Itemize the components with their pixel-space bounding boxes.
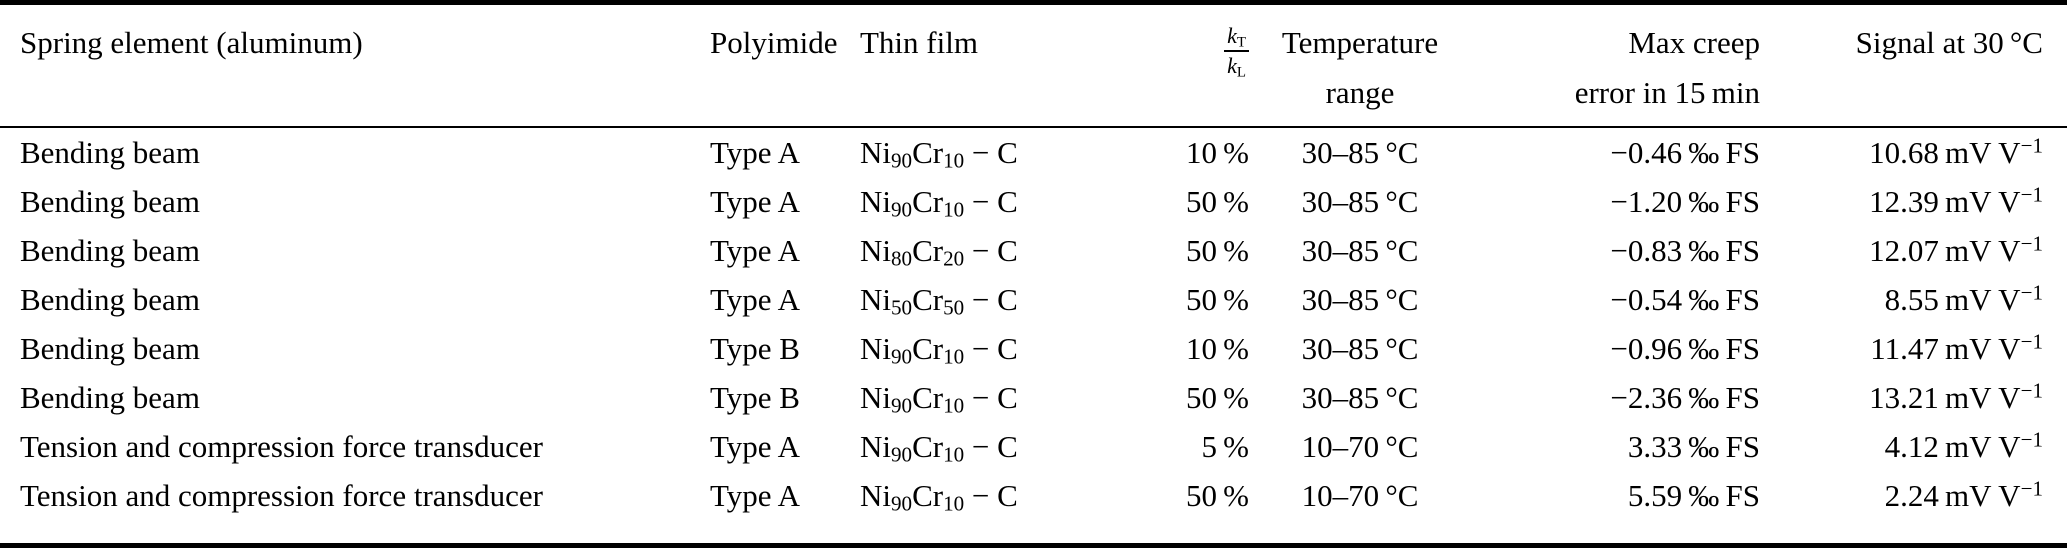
cell-max-creep-error: −0.83 ‰ FS xyxy=(1610,233,1760,268)
cell-max-creep-error: −0.96 ‰ FS xyxy=(1610,331,1760,366)
cell-max-creep-error: 5.59 ‰ FS xyxy=(1627,478,1760,513)
table-body: Bending beam Type A Ni90Cr10 − C 10 % 30… xyxy=(0,127,2067,520)
table-bottom-rule xyxy=(0,543,2067,548)
cell-signal: 12.07 mV V−1 xyxy=(1869,231,2043,268)
header-thin-film: Thin film xyxy=(860,25,978,60)
cell-signal: 13.21 mV V−1 xyxy=(1869,378,2043,415)
cell-thin-film: Ni90Cr10 − C xyxy=(860,135,1018,173)
cell-temperature-range: 30–85 °C xyxy=(1301,184,1419,219)
header-signal: Signal at 30 °C xyxy=(1855,25,2043,60)
kt-kl-fraction: kT kL xyxy=(1224,23,1249,81)
cell-polyimide: Type A xyxy=(710,135,800,170)
cell-polyimide: Type A xyxy=(710,233,800,268)
table-row: Bending beam Type A Ni90Cr10 − C 50 % 30… xyxy=(0,177,2067,226)
fraction-denominator: kL xyxy=(1227,53,1246,81)
cell-temperature-range: 10–70 °C xyxy=(1301,429,1419,464)
table-row: Bending beam Type A Ni80Cr20 − C 50 % 30… xyxy=(0,226,2067,275)
table-row: Bending beam Type A Ni50Cr50 − C 50 % 30… xyxy=(0,275,2067,324)
cell-thin-film: Ni90Cr10 − C xyxy=(860,380,1018,418)
cell-spring-element: Bending beam xyxy=(20,184,200,219)
cell-max-creep-error: 3.33 ‰ FS xyxy=(1627,429,1760,464)
fraction-numerator: kT xyxy=(1224,23,1249,52)
cell-polyimide: Type A xyxy=(710,429,800,464)
cell-spring-element: Bending beam xyxy=(20,233,200,268)
cell-thin-film: Ni90Cr10 − C xyxy=(860,184,1018,222)
cell-thin-film: Ni90Cr10 − C xyxy=(860,478,1018,516)
cell-temperature-range: 30–85 °C xyxy=(1301,282,1419,317)
header-polyimide: Polyimide xyxy=(710,25,838,60)
header-max-creep: Max creep error in 15 min xyxy=(1465,5,1760,127)
cell-polyimide: Type A xyxy=(710,282,800,317)
cell-spring-element: Bending beam xyxy=(20,282,200,317)
cell-spring-element: Bending beam xyxy=(20,331,200,366)
cell-temperature-range: 10–70 °C xyxy=(1301,478,1419,513)
cell-stiffness-ratio: 10 % xyxy=(1185,135,1249,170)
cell-signal: 12.39 mV V−1 xyxy=(1869,182,2043,219)
cell-stiffness-ratio: 50 % xyxy=(1185,184,1249,219)
cell-signal: 11.47 mV V−1 xyxy=(1870,329,2043,366)
header-stiffness-ratio: kT kL xyxy=(1110,5,1255,127)
cell-max-creep-error: −1.20 ‰ FS xyxy=(1610,184,1760,219)
cell-max-creep-error: −0.46 ‰ FS xyxy=(1610,135,1760,170)
cell-signal: 8.55 mV V−1 xyxy=(1884,280,2043,317)
cell-stiffness-ratio: 50 % xyxy=(1185,478,1249,513)
cell-signal: 10.68 mV V−1 xyxy=(1869,133,2043,170)
table-row: Tension and compression force transducer… xyxy=(0,471,2067,520)
table-row: Bending beam Type B Ni90Cr10 − C 50 % 30… xyxy=(0,373,2067,422)
cell-stiffness-ratio: 50 % xyxy=(1185,233,1249,268)
table-header: Spring element (aluminum) Polyimide Thin… xyxy=(0,5,2067,127)
cell-temperature-range: 30–85 °C xyxy=(1301,380,1419,415)
table-row: Tension and compression force transducer… xyxy=(0,422,2067,471)
cell-polyimide: Type B xyxy=(710,331,800,366)
header-max-creep-line2: error in 15 min xyxy=(1574,75,1760,110)
measurement-table: Spring element (aluminum) Polyimide Thin… xyxy=(0,5,2067,520)
header-max-creep-line1: Max creep xyxy=(1628,25,1760,60)
cell-temperature-range: 30–85 °C xyxy=(1301,331,1419,366)
table-row: Bending beam Type A Ni90Cr10 − C 10 % 30… xyxy=(0,127,2067,177)
table-top-rule xyxy=(0,0,2067,5)
cell-thin-film: Ni90Cr10 − C xyxy=(860,429,1018,467)
header-row: Spring element (aluminum) Polyimide Thin… xyxy=(0,5,2067,127)
cell-polyimide: Type A xyxy=(710,478,800,513)
header-spring-element: Spring element (aluminum) xyxy=(20,25,363,60)
table-row: Bending beam Type B Ni90Cr10 − C 10 % 30… xyxy=(0,324,2067,373)
cell-spring-element: Tension and compression force transducer xyxy=(20,429,543,464)
cell-spring-element: Bending beam xyxy=(20,135,200,170)
header-temperature-line1: Temperature xyxy=(1281,25,1439,60)
cell-spring-element: Tension and compression force transducer xyxy=(20,478,543,513)
cell-polyimide: Type B xyxy=(710,380,800,415)
cell-spring-element: Bending beam xyxy=(20,380,200,415)
cell-max-creep-error: −2.36 ‰ FS xyxy=(1610,380,1760,415)
cell-stiffness-ratio: 5 % xyxy=(1201,429,1249,464)
header-temperature-range: Temperature range xyxy=(1255,5,1465,127)
cell-temperature-range: 30–85 °C xyxy=(1301,233,1419,268)
cell-stiffness-ratio: 50 % xyxy=(1185,380,1249,415)
cell-stiffness-ratio: 10 % xyxy=(1185,331,1249,366)
cell-thin-film: Ni90Cr10 − C xyxy=(860,331,1018,369)
cell-max-creep-error: −0.54 ‰ FS xyxy=(1610,282,1760,317)
cell-thin-film: Ni50Cr50 − C xyxy=(860,282,1018,320)
cell-stiffness-ratio: 50 % xyxy=(1185,282,1249,317)
cell-signal: 4.12 mV V−1 xyxy=(1884,427,2043,464)
cell-signal: 2.24 mV V−1 xyxy=(1884,476,2043,513)
cell-thin-film: Ni80Cr20 − C xyxy=(860,233,1018,271)
cell-temperature-range: 30–85 °C xyxy=(1301,135,1419,170)
cell-polyimide: Type A xyxy=(710,184,800,219)
header-temperature-line2: range xyxy=(1325,75,1395,110)
